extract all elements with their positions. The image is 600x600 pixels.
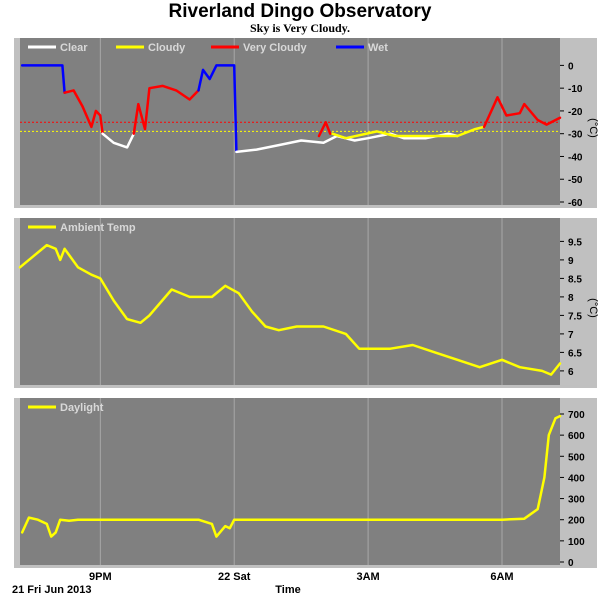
legend-label-ambient-0: Ambient Temp bbox=[60, 222, 136, 234]
panel-plot-sky bbox=[20, 38, 560, 205]
unit-label-sky: (°C) bbox=[587, 118, 599, 138]
series-line-sky-1 bbox=[63, 89, 104, 135]
xtick-label-1: 22 Sat bbox=[218, 571, 251, 583]
ytick-label-ambient-1: 9 bbox=[568, 256, 574, 267]
ytick-label-daylight-7: 0 bbox=[568, 558, 574, 569]
series-line-daylight-0 bbox=[20, 414, 562, 538]
ytick-label-daylight-5: 200 bbox=[568, 516, 585, 527]
ytick-label-daylight-1: 600 bbox=[568, 431, 585, 442]
legend-label-sky-3: Wet bbox=[368, 42, 388, 54]
ytick-label-sky-1: -10 bbox=[568, 84, 583, 95]
ytick-label-sky-5: -50 bbox=[568, 175, 583, 186]
ytick-label-daylight-3: 400 bbox=[568, 473, 585, 484]
panel-plot-ambient bbox=[20, 218, 560, 385]
legend-label-daylight-0: Daylight bbox=[60, 402, 104, 414]
ytick-label-ambient-4: 7.5 bbox=[568, 311, 582, 322]
ytick-label-sky-6: -60 bbox=[568, 198, 583, 209]
ytick-label-daylight-0: 700 bbox=[568, 410, 585, 421]
x-axis-label: Time bbox=[275, 584, 300, 596]
xtick-label-2: 3AM bbox=[356, 571, 379, 583]
series-line-sky-3 bbox=[132, 84, 200, 135]
ytick-label-ambient-0: 9.5 bbox=[568, 237, 582, 248]
ytick-label-ambient-7: 6 bbox=[568, 367, 574, 378]
legend-label-sky-1: Cloudy bbox=[148, 42, 186, 54]
series-line-sky-0 bbox=[20, 64, 66, 94]
ytick-label-ambient-2: 8.5 bbox=[568, 274, 582, 285]
x-date-label: 21 Fri Jun 2013 bbox=[12, 584, 92, 596]
xtick-label-3: 6AM bbox=[490, 571, 513, 583]
ytick-label-ambient-3: 8 bbox=[568, 293, 574, 304]
series-line-sky-5 bbox=[235, 132, 459, 154]
ytick-label-daylight-6: 100 bbox=[568, 537, 585, 548]
xtick-label-0: 9PM bbox=[89, 571, 112, 583]
unit-label-ambient: (°C) bbox=[587, 298, 599, 318]
series-line-sky-6 bbox=[331, 125, 486, 140]
panel-plot-daylight bbox=[20, 398, 560, 565]
series-line-sky-7 bbox=[482, 96, 562, 129]
ytick-label-sky-0: 0 bbox=[568, 61, 574, 72]
series-line-sky-4 bbox=[197, 64, 238, 154]
ytick-label-sky-3: -30 bbox=[568, 130, 583, 141]
series-line-sky-2 bbox=[101, 132, 136, 149]
ytick-label-ambient-6: 6.5 bbox=[568, 348, 582, 359]
legend-label-sky-0: Clear bbox=[60, 42, 88, 54]
legend-label-sky-2: Very Cloudy bbox=[243, 42, 307, 54]
ytick-label-daylight-2: 500 bbox=[568, 452, 585, 463]
ytick-label-ambient-5: 7 bbox=[568, 330, 574, 341]
ytick-label-sky-4: -40 bbox=[568, 152, 583, 163]
series-line-ambient-0 bbox=[18, 243, 562, 376]
series-line-sky-8 bbox=[317, 121, 332, 138]
chart-subtitle: Sky is Very Cloudy. bbox=[249, 21, 351, 35]
ytick-label-daylight-4: 300 bbox=[568, 495, 585, 506]
ytick-label-sky-2: -20 bbox=[568, 107, 583, 118]
chart-title: Riverland Dingo Observatory bbox=[168, 1, 432, 22]
